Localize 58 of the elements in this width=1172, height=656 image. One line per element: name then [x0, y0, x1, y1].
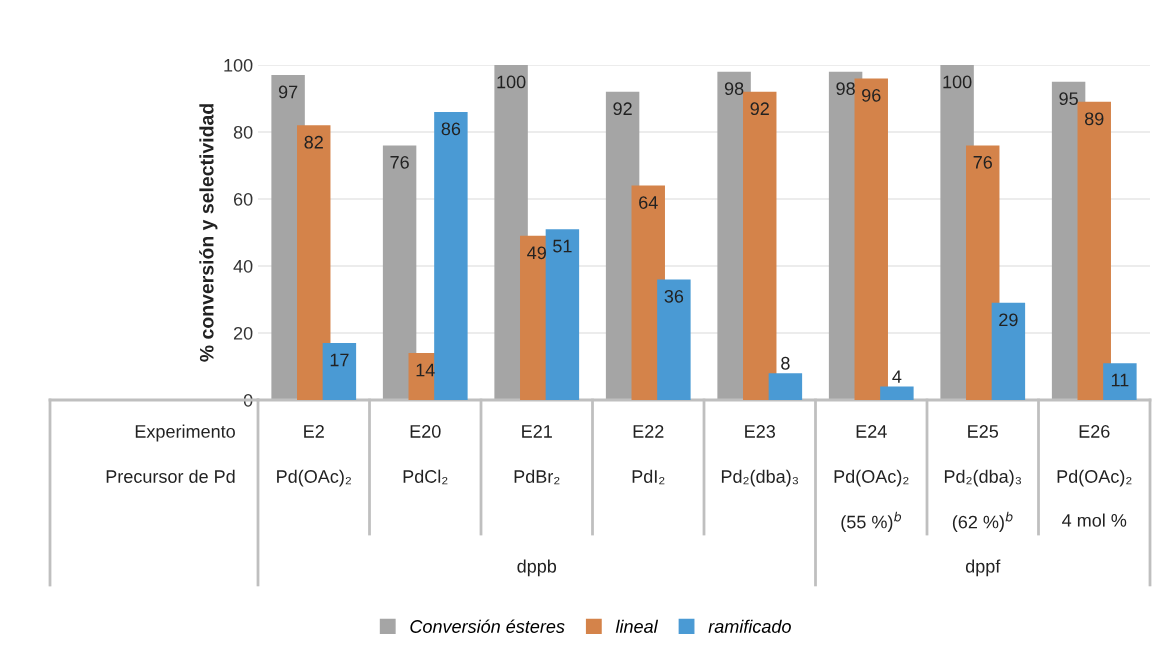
bar — [743, 91, 777, 400]
category-label: E23 Pd₂(dba)₃ — [721, 425, 799, 487]
legend-label: ramificado — [708, 619, 791, 633]
category-label: E24 Pd(OAc)₂ (55 %)$^{b}$ — [834, 425, 909, 532]
data-label: 8 — [781, 356, 790, 370]
data-label: 92 — [613, 102, 632, 116]
text: Precursor de Pd — [106, 469, 235, 483]
category-label: E20 PdCl₂ — [403, 425, 448, 485]
data-label: 76 — [973, 155, 992, 169]
data-label: 51 — [553, 239, 572, 253]
bar — [545, 229, 580, 400]
y-tick-label: 100 — [224, 58, 253, 72]
bar — [382, 145, 417, 400]
bar — [991, 302, 1026, 400]
data-label: 97 — [278, 85, 298, 99]
data-label: 89 — [1084, 112, 1104, 126]
data-label: 64 — [639, 196, 658, 209]
text: dppf — [965, 559, 1001, 577]
category-label: E2 Pd(OAc)₂ — [277, 425, 351, 487]
data-label: 100 — [943, 75, 972, 89]
bar — [657, 279, 691, 400]
data-label: 76 — [390, 155, 409, 169]
y-tick-label: 40 — [233, 259, 253, 273]
bar — [297, 125, 331, 400]
bar — [1103, 363, 1137, 400]
data-label: 100 — [497, 75, 526, 89]
legend-label: lineal — [615, 619, 659, 633]
category-label: E25 Pd₂(dba)₃ (62 %)$^{b}$ — [944, 425, 1022, 532]
y-tick-label: 20 — [233, 326, 253, 340]
category-label: E26 Pd(OAc)₂ 4 mol % — [1057, 425, 1132, 527]
y-tick-label: 80 — [233, 125, 253, 139]
bar — [322, 343, 357, 400]
data-label: 98 — [836, 82, 855, 96]
data-label: 82 — [304, 135, 323, 149]
data-label: 29 — [999, 313, 1018, 327]
data-label: 17 — [330, 353, 349, 367]
y-axis-title: % conversión y selectividad — [199, 104, 218, 362]
bar — [1077, 101, 1111, 400]
data-label: 95 — [1059, 92, 1078, 106]
text: Experimento — [135, 424, 235, 442]
bar — [880, 386, 914, 400]
bar — [434, 111, 468, 400]
y-tick-label: 60 — [233, 192, 253, 206]
category-label: E22 PdI₂ — [632, 425, 665, 485]
bar — [966, 145, 1000, 400]
data-label: 86 — [441, 122, 461, 136]
data-label: 4 — [892, 370, 902, 383]
data-label: 92 — [750, 102, 769, 116]
category-label: E21 PdBr₂ — [514, 425, 560, 485]
data-label: 36 — [664, 289, 684, 303]
text: dppb — [517, 559, 557, 577]
bar — [768, 373, 803, 400]
data-label: 96 — [862, 88, 881, 102]
bar — [854, 78, 888, 400]
data-label: 98 — [724, 82, 744, 96]
legend-label: Conversión ésteres — [410, 619, 565, 633]
data-label: 11 — [1111, 373, 1129, 387]
data-label: 49 — [527, 246, 546, 260]
